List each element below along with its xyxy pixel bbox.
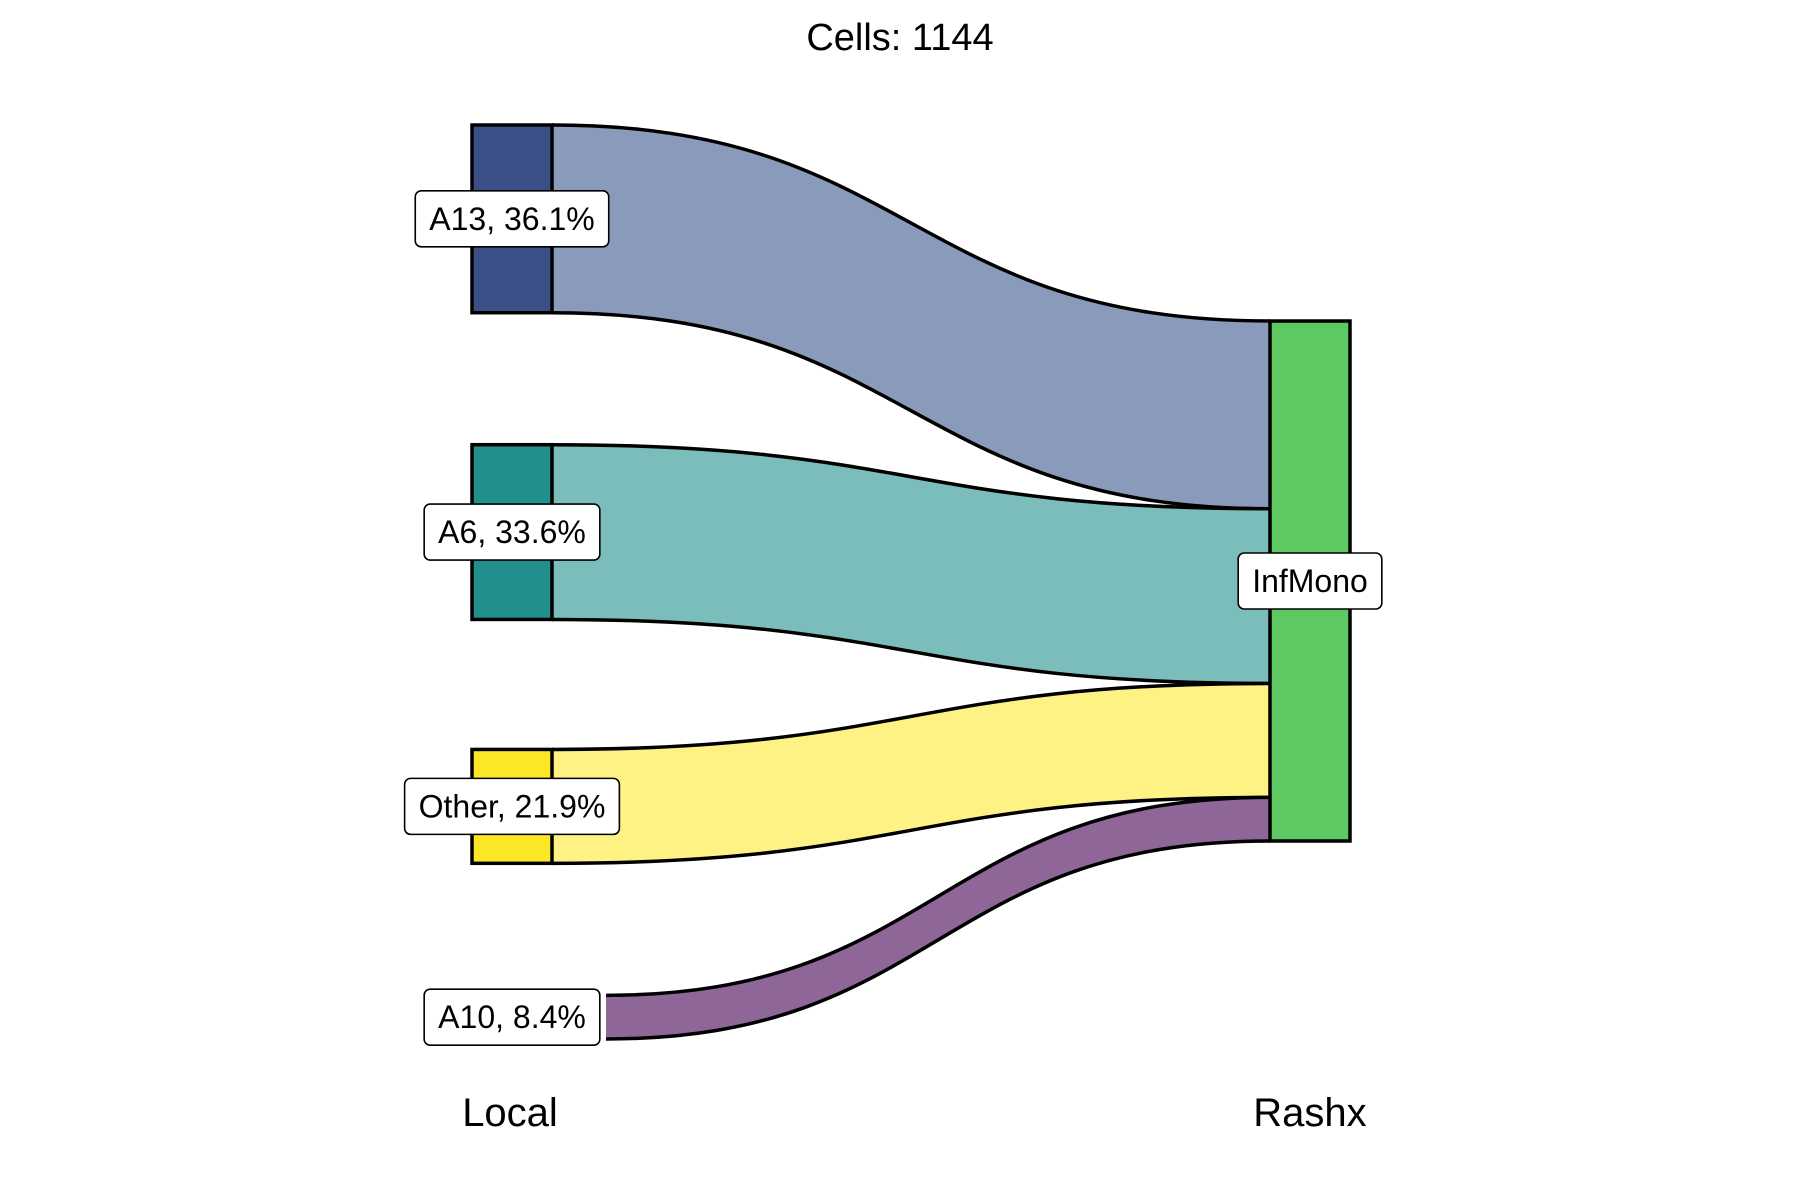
label-a10-box [423,988,601,1046]
flow-a6 [552,444,1270,684]
flow-a13 [552,125,1270,509]
flow-edge-bottom-other [551,795,1271,866]
flow-edge-bottom-a6 [551,617,1271,686]
label-infmono: InfMono [1237,552,1383,610]
label-a6: A6, 33.6% [423,503,601,561]
flow-edge-top-a13 [551,123,1271,323]
label-a13-box [414,190,610,248]
label-a6-box [423,503,601,561]
label-a6-text: A6, 33.6% [438,514,586,550]
label-other-box [403,777,621,836]
flow-edge-bottom-a10 [605,839,1271,1041]
label-infmono-box [1237,552,1383,610]
flow-edge-bottom-a13 [551,310,1271,511]
flow-a10 [606,797,1270,1039]
flow-edge-top-other [551,681,1271,752]
flow-other [552,683,1270,864]
flow-edge-top-a6 [551,442,1271,511]
axis-label-local: Local [462,1091,558,1135]
label-a13-text: A13, 36.1% [429,201,594,237]
flows-layer [551,123,1271,1041]
chart-title: Cells: 1144 [806,17,993,59]
label-infmono-text: InfMono [1252,563,1368,599]
label-other-text: Other, 21.9% [419,788,606,824]
flow-edge-top-a10 [605,795,1271,998]
axis-label-rashx: Rashx [1253,1091,1366,1135]
label-a13: A13, 36.1% [414,190,610,248]
label-a10-text: A10, 8.4% [438,999,586,1035]
labels-layer: A13, 36.1% A6, 33.6% Other, 21.9% A10, 8.4%… [403,190,1383,1046]
label-a10: A10, 8.4% [423,988,601,1046]
label-other: Other, 21.9% [403,777,621,836]
